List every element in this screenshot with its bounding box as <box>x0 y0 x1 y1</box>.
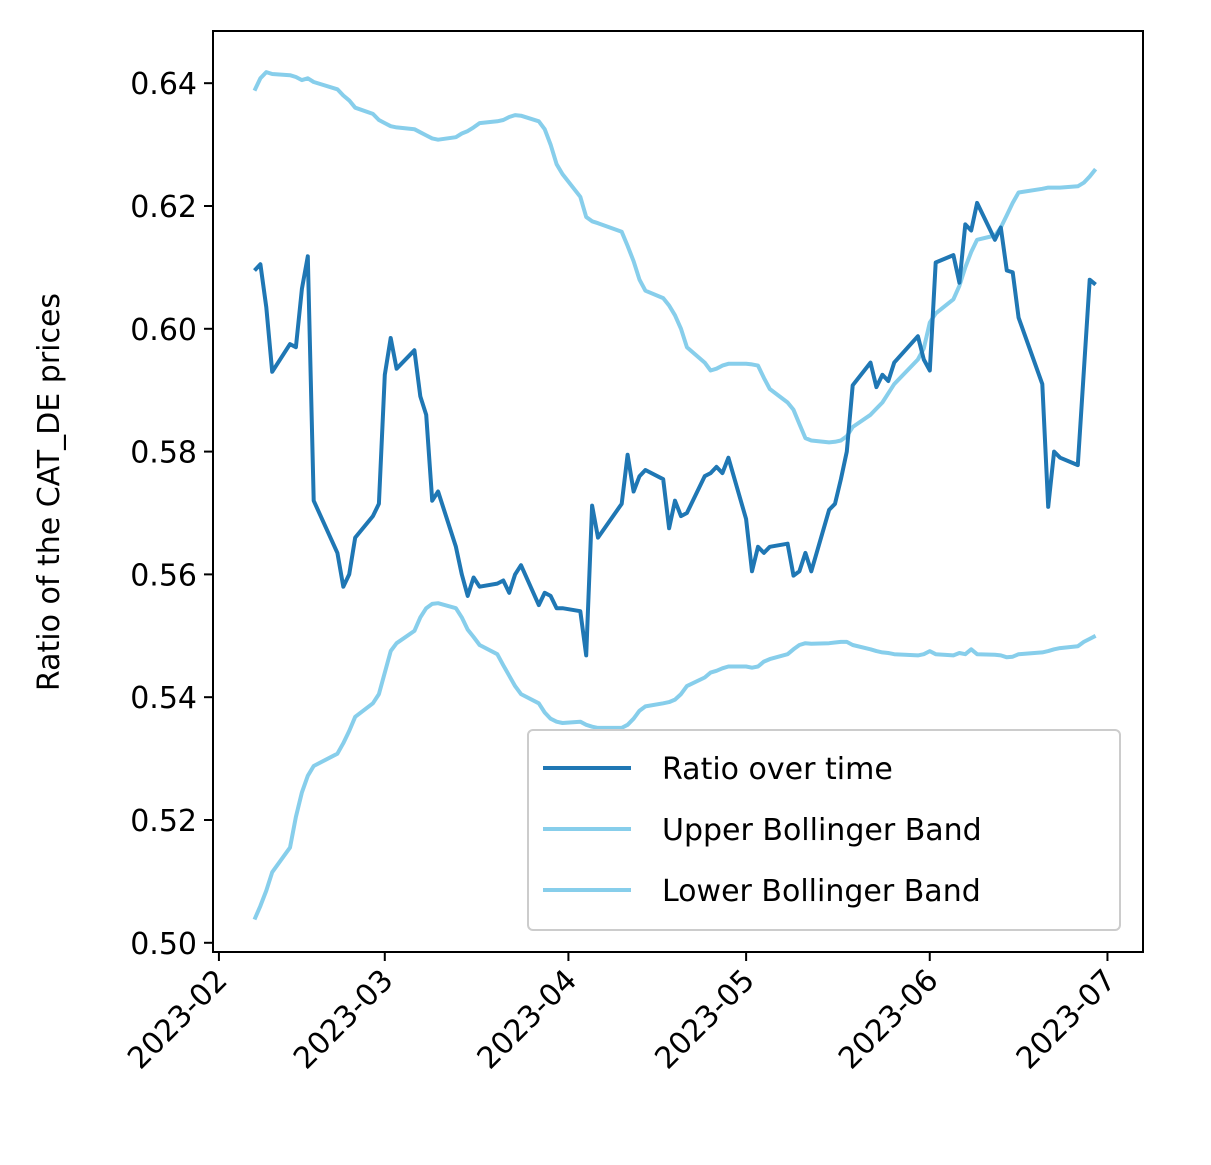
series-line-lower-bollinger-band <box>252 601 1097 921</box>
y-axis: 0.50 0.52 0.54 0.56 0.58 0.60 0.62 0.64 <box>130 67 213 962</box>
y-tick-label: 0.50 <box>130 927 197 962</box>
y-tick-label: 0.54 <box>130 681 197 716</box>
legend-label-ratio-over-time: Ratio over time <box>662 752 893 787</box>
y-tick-label: 0.60 <box>130 313 197 348</box>
plot-frame <box>212 30 1144 953</box>
legend-box <box>527 729 1121 931</box>
y-tick-label: 0.56 <box>130 558 197 593</box>
y-tick-label: 0.64 <box>130 67 197 102</box>
series-layer <box>252 70 1098 921</box>
y-axis-title: Ratio of the CAT_DE prices <box>32 293 67 691</box>
series-line-ratio-over-time <box>253 200 1097 658</box>
y-tick-label: 0.58 <box>130 436 197 471</box>
series-line-upper-bollinger-band <box>252 70 1098 445</box>
legend: Ratio over time Upper Bollinger Band Lower… <box>527 729 1121 931</box>
legend-label-upper-bollinger-band: Upper Bollinger Band <box>662 813 982 848</box>
legend-label-lower-bollinger-band: Lower Bollinger Band <box>662 874 981 909</box>
y-tick-label: 0.62 <box>130 190 197 225</box>
y-tick-label: 0.52 <box>130 804 197 839</box>
